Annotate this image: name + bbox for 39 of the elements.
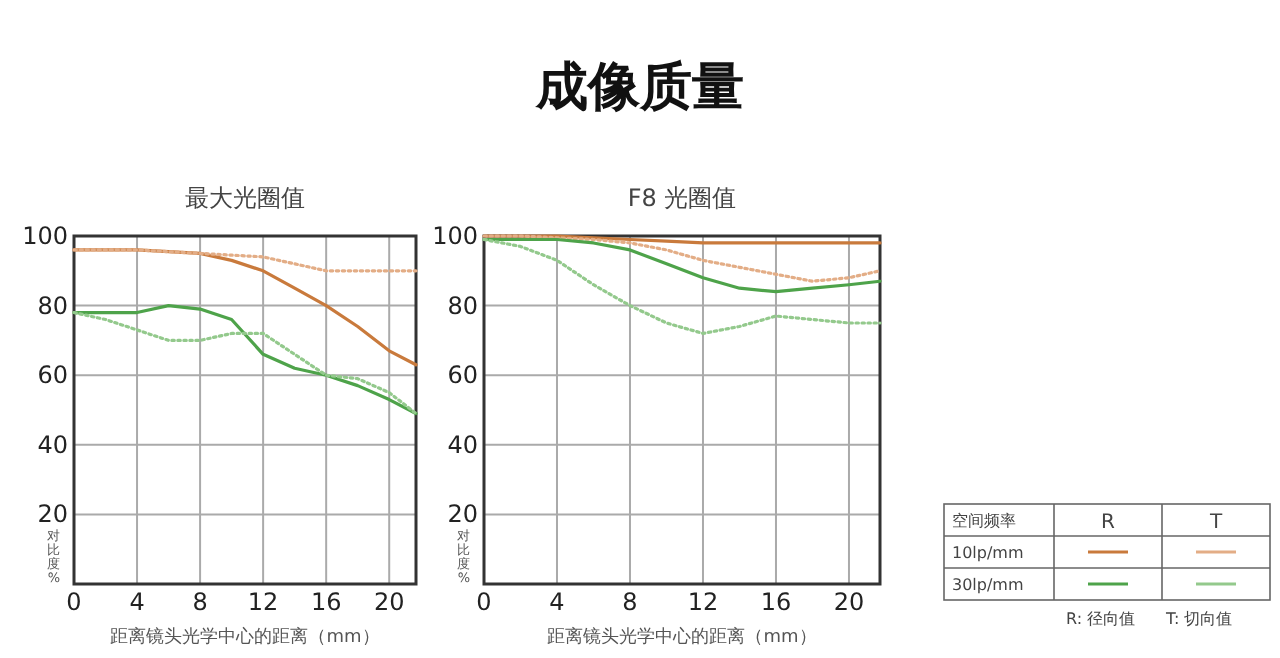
y-tick-label: 40 [447,430,478,459]
x-tick-label: 0 [66,588,82,616]
x-axis-title: 距离镜头光学中心的距离（mm） [110,626,380,648]
line-series [72,248,418,367]
y-tick-label: 60 [37,361,68,390]
y-tick-label: 80 [37,291,68,320]
x-tick-label: 12 [247,588,279,616]
x-tick-label: 8 [622,588,638,616]
y-tick-label: 80 [447,291,478,320]
x-tick-label: 12 [687,588,719,616]
chart-subtitle: F8 光圈值 [627,184,737,212]
y-tick-label: 20 [37,500,68,529]
y-tick-label: 60 [447,361,478,390]
y-tick-label: 100 [22,222,68,250]
line-series [482,237,882,294]
line-series [72,248,418,273]
category-label: 10lp/mm [952,544,1024,562]
x-tick-label: 16 [310,588,342,616]
y-tick-label: 40 [37,430,68,459]
line-series [482,237,882,336]
line-series [482,234,882,283]
x-tick-label: 4 [129,588,145,616]
x-tick-label: 20 [373,588,405,616]
text: T: 切向值 [1164,610,1233,628]
x-tick-label: 8 [192,588,208,616]
category-label: T [1207,512,1224,534]
y-tick-label: 100 [432,222,478,250]
x-tick-label: 0 [476,588,492,616]
x-tick-label: 4 [549,588,565,616]
category-label: R [1101,512,1116,534]
category-label: 30lp/mm [952,576,1024,594]
x-tick-label: 20 [833,588,865,616]
chart-subtitle: 最大光圈值 [185,184,305,212]
x-axis-title: 距离镜头光学中心的距离（mm） [547,626,817,648]
x-tick-label: 16 [760,588,792,616]
legend-title: 空间频率 [952,512,1016,530]
text: 成像质量 [534,58,744,118]
text: R: 径向值 [1066,610,1136,628]
y-tick-label: 20 [447,500,478,529]
